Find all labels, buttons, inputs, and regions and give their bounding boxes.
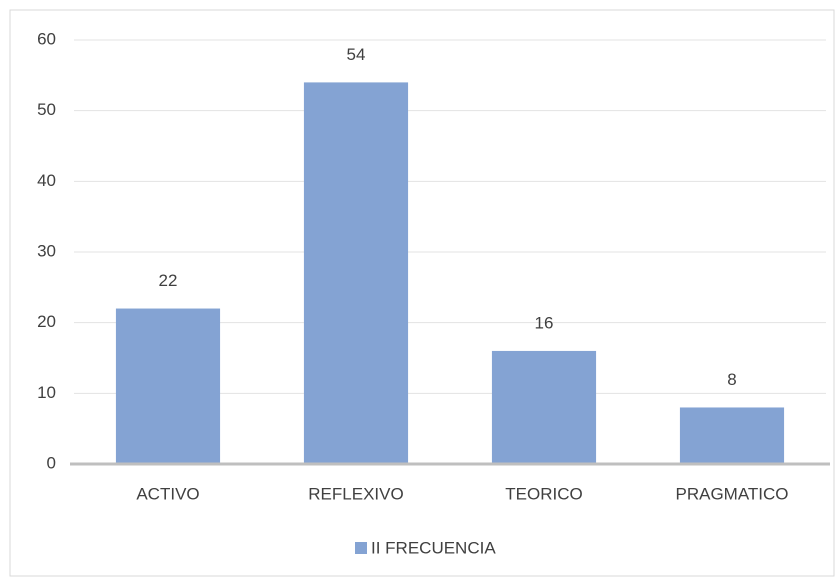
legend-label: II FRECUENCIA — [371, 538, 496, 557]
x-tick-label: PRAGMATICO — [675, 484, 788, 503]
bar — [679, 407, 785, 464]
y-tick-label: 0 — [47, 453, 56, 472]
y-tick-label: 40 — [37, 171, 56, 190]
bar — [491, 350, 597, 464]
legend-swatch — [355, 542, 367, 554]
data-label: 16 — [535, 313, 554, 332]
y-tick-label: 60 — [37, 29, 56, 48]
chart-border — [9, 9, 835, 577]
bar — [115, 308, 221, 464]
y-tick-label: 10 — [37, 383, 56, 402]
y-tick-label: 20 — [37, 312, 56, 331]
data-label: 22 — [159, 271, 178, 290]
x-tick-label: REFLEXIVO — [308, 484, 403, 503]
x-tick-label: ACTIVO — [136, 484, 199, 503]
y-tick-label: 50 — [37, 100, 56, 119]
y-tick-label: 30 — [37, 241, 56, 260]
data-label: 54 — [347, 45, 366, 64]
x-tick-label: TEORICO — [505, 484, 582, 503]
bar — [303, 82, 409, 465]
data-label: 8 — [727, 370, 736, 389]
